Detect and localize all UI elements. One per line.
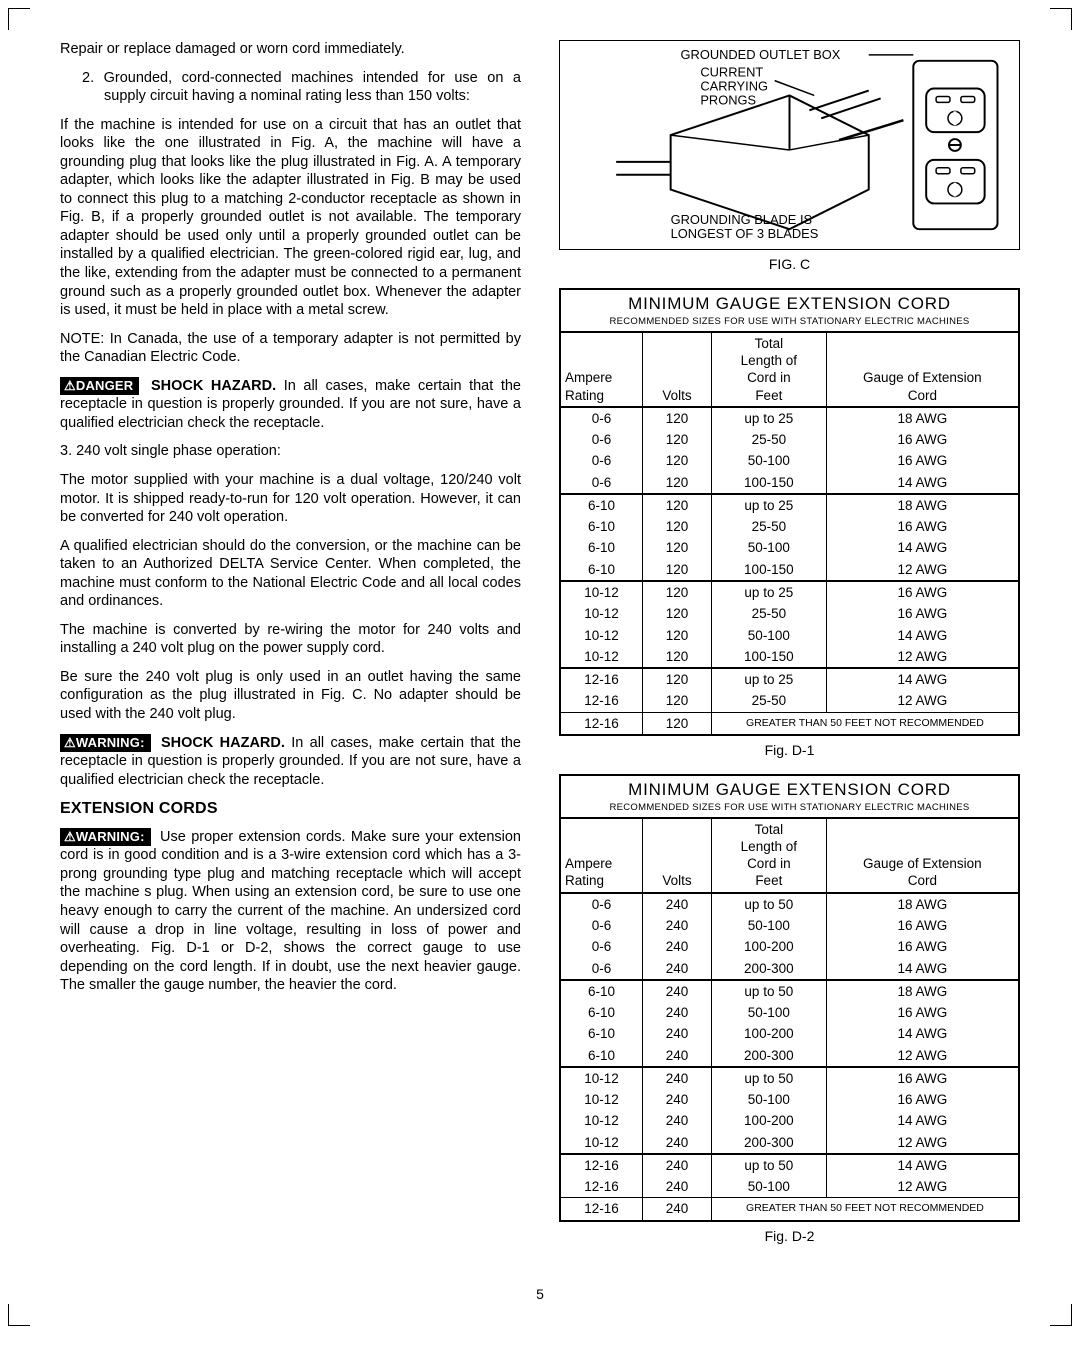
label: GROUNDED OUTLET BOX [681, 47, 841, 62]
para: ⚠WARNING: Use proper extension cords. Ma… [60, 828, 521, 995]
extension-cord-table-240v: MINIMUM GAUGE EXTENSION CORDRECOMMENDED … [559, 774, 1020, 1222]
para: If the machine is intended for use on a … [60, 116, 521, 320]
right-column: GROUNDED OUTLET BOX CURRENT CARRYING PRO… [559, 40, 1020, 1260]
page-number: 5 [60, 1286, 1020, 1304]
para: Repair or replace damaged or worn cord i… [60, 40, 521, 59]
svg-text:LONGEST OF 3 BLADES: LONGEST OF 3 BLADES [671, 226, 819, 241]
para: A qualified electrician should do the co… [60, 537, 521, 611]
para: Be sure the 240 volt plug is only used i… [60, 668, 521, 724]
list-item: 2. Grounded, cord-connected machines int… [60, 69, 521, 106]
figure-caption: FIG. C [559, 256, 1020, 274]
extension-cord-table-120v: MINIMUM GAUGE EXTENSION CORDRECOMMENDED … [559, 288, 1020, 736]
para: The machine is converted by re-wiring th… [60, 621, 521, 658]
para: ⚠WARNING: SHOCK HAZARD. In all cases, ma… [60, 734, 521, 790]
section-heading: EXTENSION CORDS [60, 799, 521, 819]
svg-text:GROUNDING BLADE IS: GROUNDING BLADE IS [671, 212, 812, 227]
figure-caption: Fig. D-1 [559, 742, 1020, 760]
para: The motor supplied with your machine is … [60, 471, 521, 527]
para: ⚠DANGER SHOCK HAZARD. In all cases, make… [60, 377, 521, 433]
left-column: Repair or replace damaged or worn cord i… [60, 40, 521, 1260]
figure-caption: Fig. D-2 [559, 1228, 1020, 1246]
para: NOTE: In Canada, the use of a temporary … [60, 330, 521, 367]
warning-badge: ⚠WARNING: [60, 828, 151, 847]
danger-badge: ⚠DANGER [60, 377, 139, 396]
svg-text:CURRENT: CURRENT [700, 65, 763, 80]
outlet-diagram: GROUNDED OUTLET BOX CURRENT CARRYING PRO… [559, 40, 1020, 250]
list-item: 3. 240 volt single phase operation: [60, 442, 521, 461]
svg-text:CARRYING: CARRYING [700, 79, 768, 94]
svg-text:PRONGS: PRONGS [700, 92, 756, 107]
warning-badge: ⚠WARNING: [60, 734, 151, 753]
